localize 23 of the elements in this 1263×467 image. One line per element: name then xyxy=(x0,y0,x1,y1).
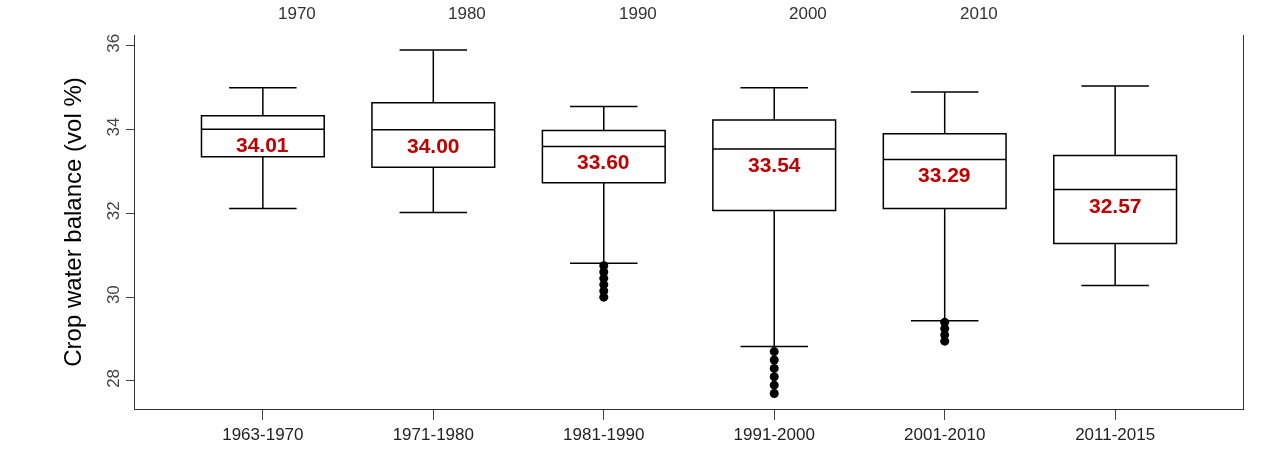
y-axis-title: Crop water balance (vol %) xyxy=(59,77,87,367)
y-tick-label: 30 xyxy=(104,285,124,305)
text: 33.60 xyxy=(577,150,630,173)
x-tick-label: 2011-2015 xyxy=(1075,425,1156,445)
text: 1970 xyxy=(278,4,316,23)
text: 1980 xyxy=(448,4,486,23)
y-tick-label: 36 xyxy=(104,33,124,53)
x-tick-label: 1971-1980 xyxy=(392,425,474,445)
x-tick-label: 1963-1970 xyxy=(222,425,304,445)
text: 2010 xyxy=(960,4,998,23)
y-tick-label: 32 xyxy=(104,201,124,221)
text: 2000 xyxy=(789,4,827,23)
y-tick-label: 34 xyxy=(104,117,124,137)
text: 33.54 xyxy=(748,153,801,176)
text: 1990 xyxy=(619,4,657,23)
text: 32.57 xyxy=(1089,194,1142,217)
text: 34.00 xyxy=(407,134,460,157)
x-tick-label: 2001-2010 xyxy=(904,425,986,445)
x-tick-label: 1991-2000 xyxy=(733,425,815,445)
y-tick-label: 28 xyxy=(104,368,124,388)
x-tick-label: 1981-1990 xyxy=(563,425,645,445)
text: 34.01 xyxy=(236,133,289,156)
text: 33.29 xyxy=(918,163,971,186)
